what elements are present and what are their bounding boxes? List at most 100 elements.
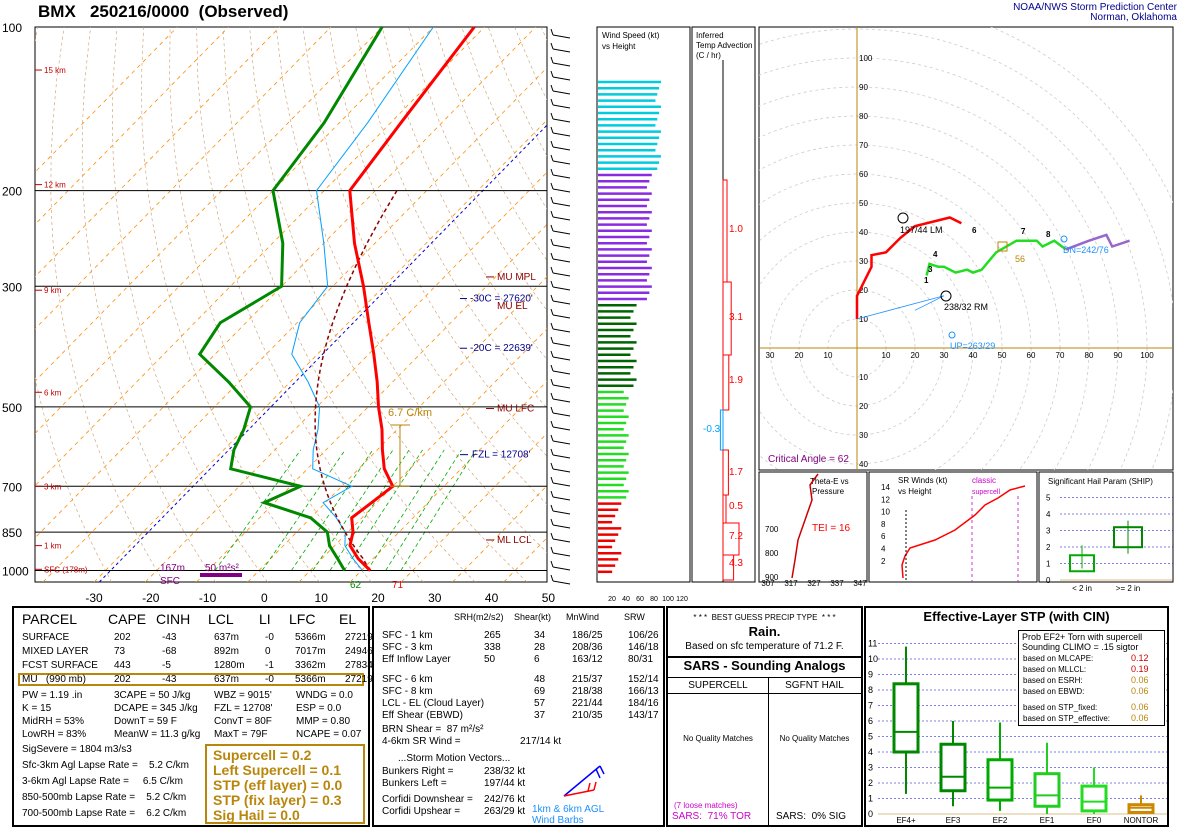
wind-barb bbox=[552, 510, 571, 515]
parcel-stat: FZL = 12708' bbox=[214, 703, 273, 714]
hodo-ring-label: 90 bbox=[1114, 351, 1123, 360]
wind-speed-tick: 100 bbox=[662, 596, 674, 603]
sars-hail-header: SGFNT HAIL bbox=[785, 680, 844, 691]
kin-cell: 6 bbox=[534, 654, 540, 665]
theta-e-y-tick: 900 bbox=[765, 573, 779, 582]
hodo-height-label: 7 bbox=[1021, 227, 1026, 236]
wind-barb bbox=[552, 468, 571, 473]
wind-speed-panel: Wind Speed (kt) vs Height 20 40 60 80 100 120 bbox=[596, 26, 691, 603]
wind-barb-flag bbox=[550, 196, 554, 204]
parcel-header: CAPE bbox=[108, 611, 147, 627]
stp-prob-label: based on EBWD: bbox=[1023, 687, 1085, 696]
sr-y-tick: 14 bbox=[881, 483, 890, 492]
precip-sub: Based on sfc temperature of 71.2 F. bbox=[685, 641, 844, 652]
precip-box: * * * BEST GUESS PRECIP TYPE * * * Rain.… bbox=[666, 606, 863, 658]
wind-barb-flag bbox=[550, 210, 554, 218]
bunkers-left-label: 197/44 LM bbox=[900, 225, 943, 235]
motion-value: 238/32 kt bbox=[484, 766, 526, 777]
parcel-header: LCL bbox=[208, 611, 234, 627]
temp-adv-bar bbox=[722, 554, 735, 581]
hodo-height-label: 6 bbox=[972, 226, 977, 235]
dry-adiabat-line bbox=[302, 27, 547, 505]
kin-cell: 48 bbox=[534, 674, 546, 685]
stp-prob-value: 0.12 bbox=[1131, 653, 1149, 663]
precip-value: Rain. bbox=[748, 624, 781, 639]
kin-cell: 69 bbox=[534, 686, 546, 697]
wind-speed-title-1: Wind Speed (kt) bbox=[602, 31, 660, 40]
wind-barb bbox=[552, 566, 571, 571]
kin-cell: 80/31 bbox=[628, 654, 654, 665]
ship-y-tick: 2 bbox=[1046, 543, 1051, 552]
stp-category: EF2 bbox=[993, 816, 1008, 825]
sars-loose: (7 loose matches) bbox=[674, 801, 738, 810]
theta-e-x-tick: 347 bbox=[853, 579, 867, 588]
stp-category: NONTOR bbox=[1124, 816, 1159, 825]
parcel-stat: DownT = 59 F bbox=[114, 716, 177, 727]
ship-frame bbox=[1038, 471, 1174, 583]
dry-adiabat-line bbox=[35, 27, 112, 582]
kin-header: MnWind bbox=[566, 612, 600, 622]
sfc-label: SFC bbox=[160, 576, 180, 587]
wind-barb bbox=[552, 426, 571, 431]
mu-lfc-label: MU LFC bbox=[497, 404, 534, 415]
stp-y-tick: 3 bbox=[868, 763, 873, 773]
hodo-trace-upper bbox=[1065, 233, 1130, 251]
isotherm-line bbox=[35, 27, 536, 539]
stp-prob-label: based on STP_fixed: bbox=[1023, 703, 1098, 712]
isotherm-line bbox=[452, 485, 547, 582]
parcel-cell: 5366m bbox=[295, 632, 326, 643]
hodograph-plot: 10 10 10 10 20 20 20 20 30 30 30 30 40 40 40 50 50 60 60 70… bbox=[759, 27, 1173, 470]
sr-wind-value: 217/14 kt bbox=[520, 736, 562, 747]
parcel-cell: 443 bbox=[114, 660, 131, 671]
height-label: 9 km bbox=[44, 286, 62, 295]
wind-barb-flag bbox=[550, 252, 554, 260]
wind-barb-flag bbox=[550, 56, 554, 64]
stp-category: EF3 bbox=[946, 816, 961, 825]
stp-y-tick: 0 bbox=[868, 809, 873, 819]
wind-barb-flag bbox=[550, 560, 554, 568]
wind-barb bbox=[552, 580, 571, 585]
sfc-td-label: 62 bbox=[350, 580, 362, 591]
sr-winds-panel: SR Winds (kt) vs Height classic supercel… bbox=[868, 471, 1038, 583]
lapse-label: 6.7 C/km bbox=[388, 407, 432, 419]
hodo-ring-label: 60 bbox=[1027, 351, 1036, 360]
temp-adv-bar bbox=[722, 354, 730, 411]
ship-title: Significant Hail Param (SHIP) bbox=[1048, 477, 1153, 486]
sars-col-divider bbox=[768, 677, 769, 825]
stp-y-tick: 11 bbox=[868, 639, 877, 649]
isotherm-line bbox=[401, 432, 547, 582]
wind-barb-flag bbox=[550, 364, 554, 372]
wind-barb bbox=[552, 132, 571, 137]
sars-divider-2 bbox=[668, 693, 861, 694]
wind-barb-flag bbox=[550, 98, 554, 106]
parcel-header: CINH bbox=[156, 611, 191, 627]
skewt-background bbox=[35, 27, 547, 582]
barb-label-2: Wind Barbs bbox=[532, 815, 584, 826]
parcel-cell: 0 bbox=[265, 646, 271, 657]
parcel-mu-highlight bbox=[18, 673, 364, 686]
param-text: Supercell = 0.2 bbox=[213, 747, 312, 763]
height-label: 6 km bbox=[44, 388, 62, 397]
parcel-cell: 1280m bbox=[214, 660, 245, 671]
srh-value-label: 50 m²s² bbox=[205, 563, 240, 574]
temp-adv-value: -0.3 bbox=[703, 424, 721, 435]
mixing-ratio-line bbox=[329, 449, 410, 571]
kin-header: Shear(kt) bbox=[514, 612, 552, 622]
parcel-cell: MU (990 mb) bbox=[22, 674, 86, 685]
ship-y-tick: 0 bbox=[1046, 576, 1051, 585]
kinematics-box: SRH(m2/s2) Shear(kt) MnWind SRW SFC - 1 km 26… bbox=[372, 606, 665, 827]
hodo-ring-label: 60 bbox=[859, 170, 868, 179]
kin-cell: 106/26 bbox=[628, 630, 659, 641]
parcel-stat: NCAPE = 0.07 bbox=[296, 729, 362, 740]
sars-nomatch-1: No Quality Matches bbox=[683, 734, 753, 743]
height-label: 3 km bbox=[44, 482, 62, 491]
mixing-ratio-line bbox=[312, 449, 394, 571]
stp-prob-label: based on STP_effective: bbox=[1023, 714, 1111, 723]
motion-value: 197/44 kt bbox=[484, 778, 526, 789]
mu-el-label: MU EL bbox=[497, 301, 528, 312]
height-label: 1 km bbox=[44, 542, 62, 551]
wind-barb bbox=[552, 258, 571, 263]
page-title: BMX 250216/0000 (Observed) bbox=[38, 2, 289, 21]
hodo-ring-label: 30 bbox=[859, 257, 868, 266]
